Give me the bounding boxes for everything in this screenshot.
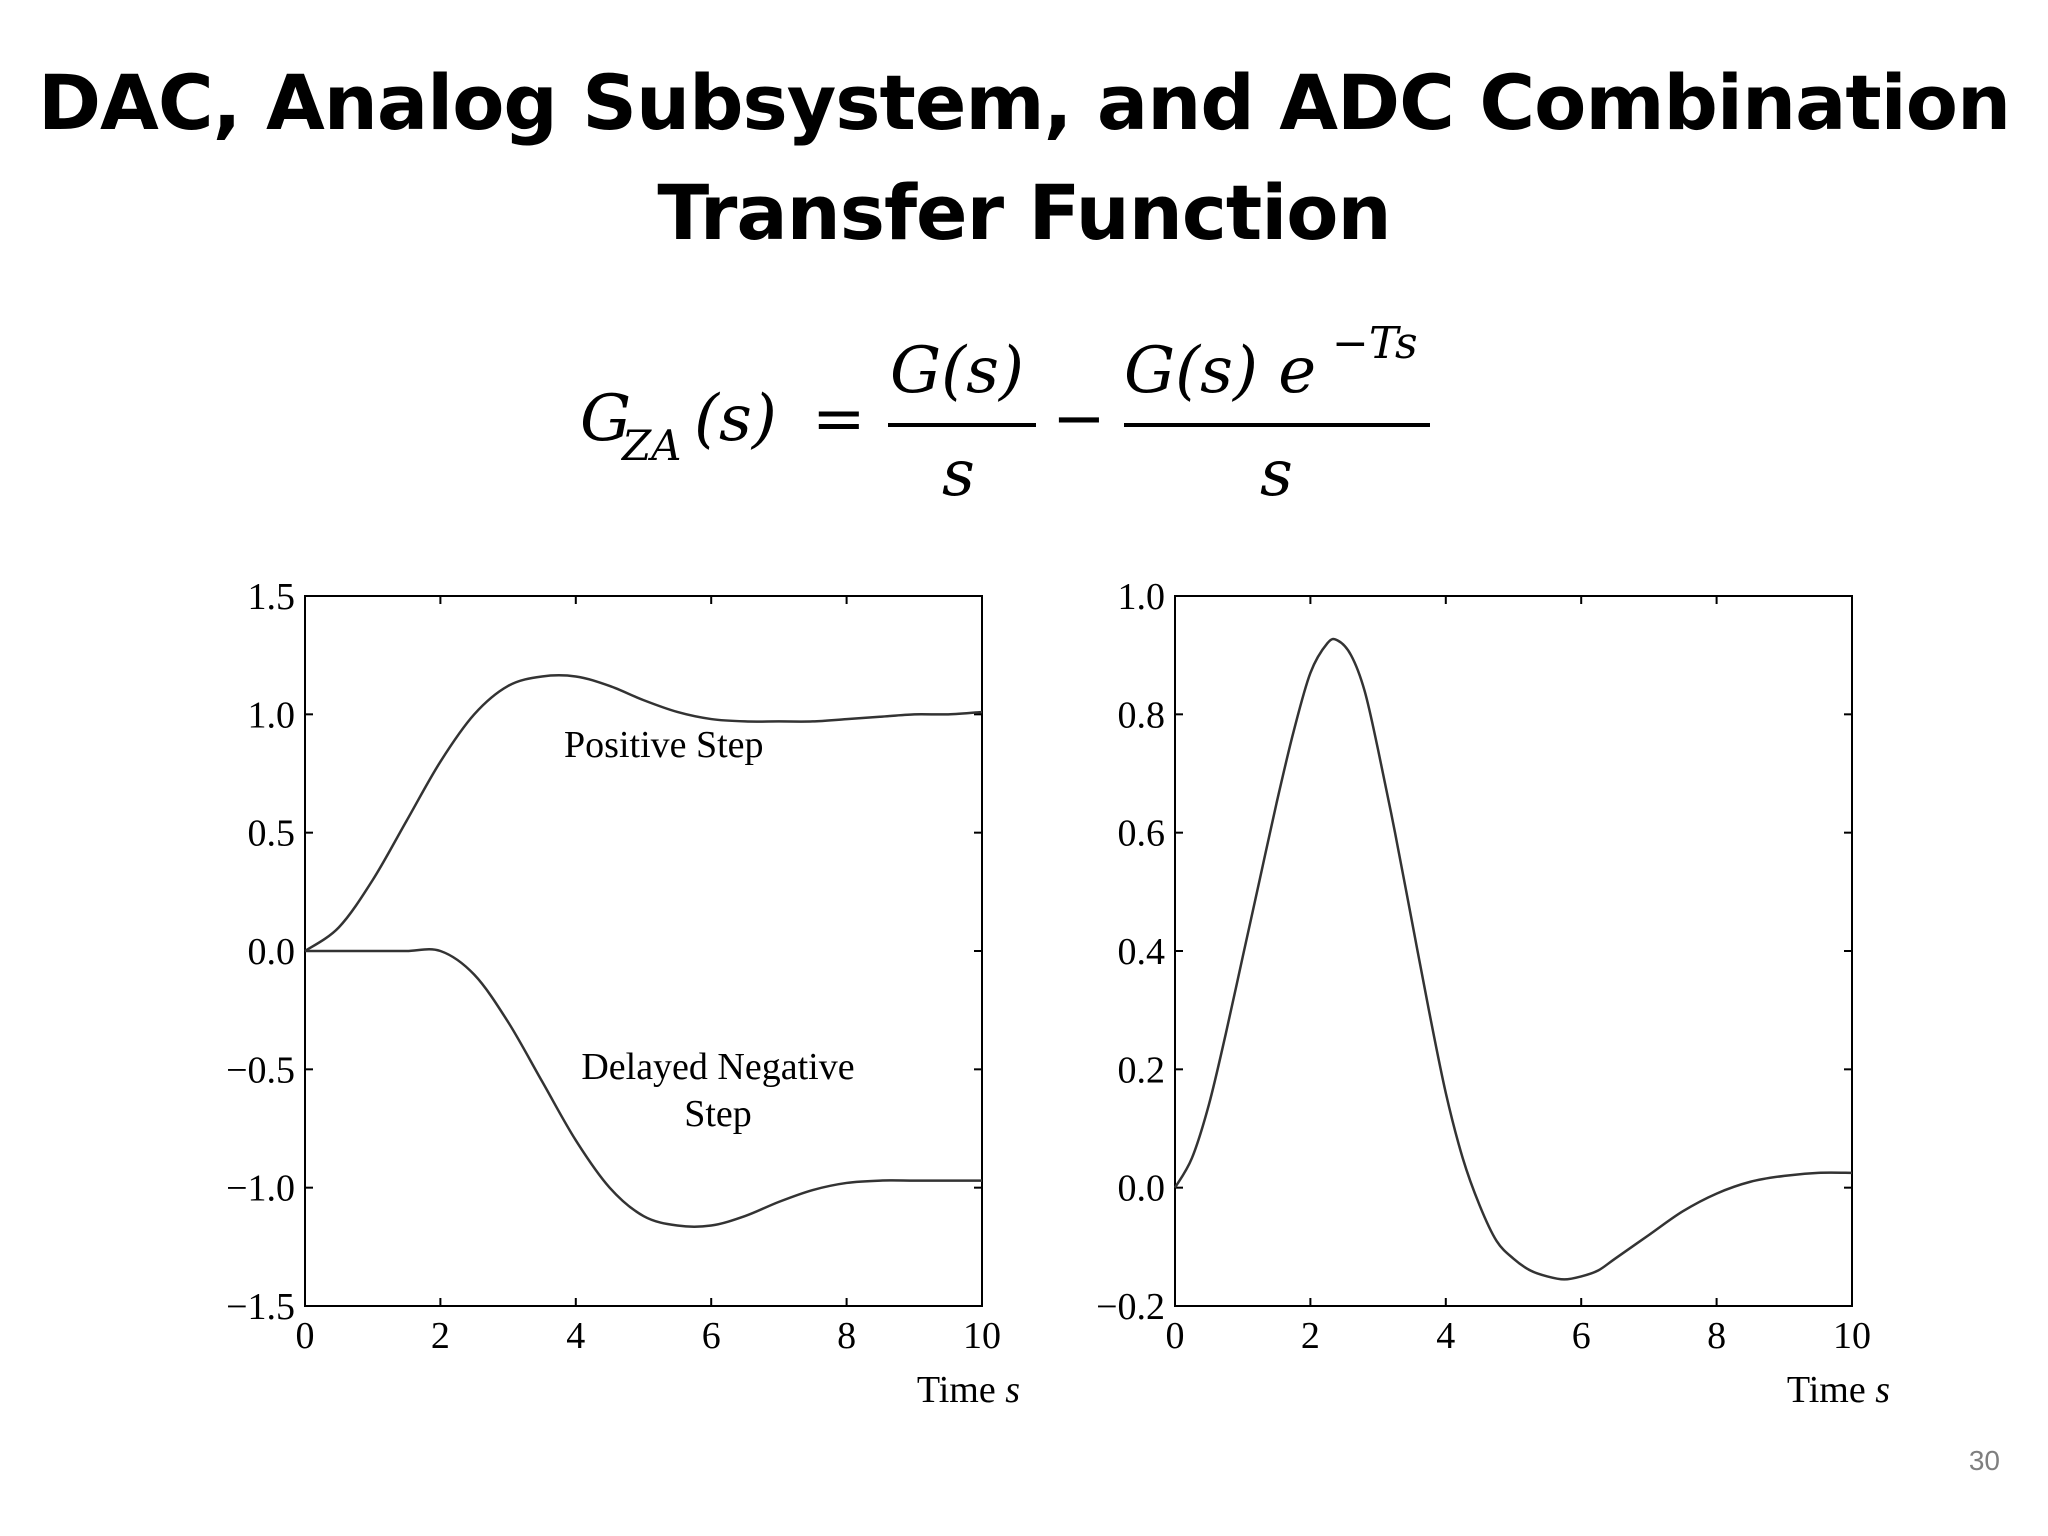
transfer-function-formula: G ZA (s) = G(s) s − G(s) e −Ts s (0, 318, 2048, 520)
left-chart-x-tick-label: 10 (963, 1315, 1001, 1357)
right-chart-x-tick-label: 8 (1707, 1315, 1726, 1357)
left-chart-y-tick-label: 0.0 (248, 931, 296, 973)
right-chart-y-tick-label: 0.6 (1118, 813, 1166, 855)
right-chart-y-tick-label: 1.0 (1118, 576, 1166, 618)
left-chart-x-tick-label: 0 (296, 1315, 315, 1357)
slide-title-line2: Transfer Function (657, 168, 1391, 257)
left-chart-y-tick-label: −1.5 (226, 1286, 295, 1328)
step-response-chart: 0 2 4 6 8 10 1.5 1.0 0.5 0.0 −0.5 −1.0 −1.5 Time s Pos… (200, 560, 1060, 1420)
left-chart-x-tick-label: 2 (431, 1315, 450, 1357)
right-chart-x-tick-label: 0 (1166, 1315, 1185, 1357)
slide-title-line1: DAC, Analog Subsystem, and ADC Combinati… (37, 58, 2011, 147)
combined-response-chart: 0 2 4 6 8 10 1.0 0.8 0.6 0.4 0.2 0.0 −0.2 Time s (1070, 560, 1930, 1420)
right-chart-x-tick-label: 6 (1572, 1315, 1591, 1357)
right-chart-plot-frame (1174, 595, 1853, 1307)
left-chart-annotation-positive-step: Positive Step (564, 724, 764, 766)
page-number: 30 (1968, 1445, 2000, 1476)
formula-minus: − (1052, 382, 1106, 456)
formula-exponent: −Ts (1332, 320, 1418, 369)
right-chart-series-line-0 (1173, 637, 1853, 1281)
formula-equals: = (812, 382, 866, 456)
right-chart-x-tick-label: 2 (1301, 1315, 1320, 1357)
left-chart-annotation-delayed-negative: Delayed Negative (581, 1046, 854, 1088)
right-chart-y-tick-label: 0.2 (1118, 1049, 1166, 1091)
right-chart-x-tick-label: 10 (1833, 1315, 1871, 1357)
formula-numerator-1: G(s) (890, 334, 1024, 408)
left-chart-annotation-step: Step (684, 1093, 752, 1135)
left-chart-x-axis-label: Time s (917, 1369, 1020, 1411)
left-chart-x-tick-label: 4 (566, 1315, 585, 1357)
right-chart-x-tick-label: 4 (1436, 1315, 1455, 1357)
formula-numerator-2: G(s) e (1124, 334, 1316, 408)
slide-title: DAC, Analog Subsystem, and ADC Combinati… (0, 48, 2048, 268)
right-chart-y-tick-label: −0.2 (1096, 1286, 1165, 1328)
left-chart-y-tick-label: 1.0 (248, 694, 296, 736)
right-chart-y-tick-label: 0.4 (1118, 931, 1166, 973)
formula-lhs-arg: (s) (694, 382, 777, 456)
left-chart-y-tick-label: −1.0 (226, 1168, 295, 1210)
left-chart-x-tick-label: 6 (702, 1315, 721, 1357)
left-chart-y-tick-label: 1.5 (248, 576, 296, 618)
formula-lhs-g: G (580, 382, 631, 456)
left-chart-series-line-1 (305, 948, 982, 1228)
right-chart-y-tick-label: 0.8 (1118, 694, 1166, 736)
left-chart-x-tick-label: 8 (837, 1315, 856, 1357)
left-chart-y-tick-label: −0.5 (226, 1049, 295, 1091)
right-chart-y-tick-label: 0.0 (1118, 1168, 1166, 1210)
left-chart-y-tick-label: 0.5 (248, 813, 296, 855)
formula-denominator-2: s (1260, 437, 1293, 511)
right-chart-x-axis-label: Time s (1787, 1369, 1890, 1411)
formula-lhs-subscript: ZA (620, 421, 682, 470)
formula-denominator-1: s (942, 437, 975, 511)
left-chart-series-line-0 (304, 674, 983, 953)
